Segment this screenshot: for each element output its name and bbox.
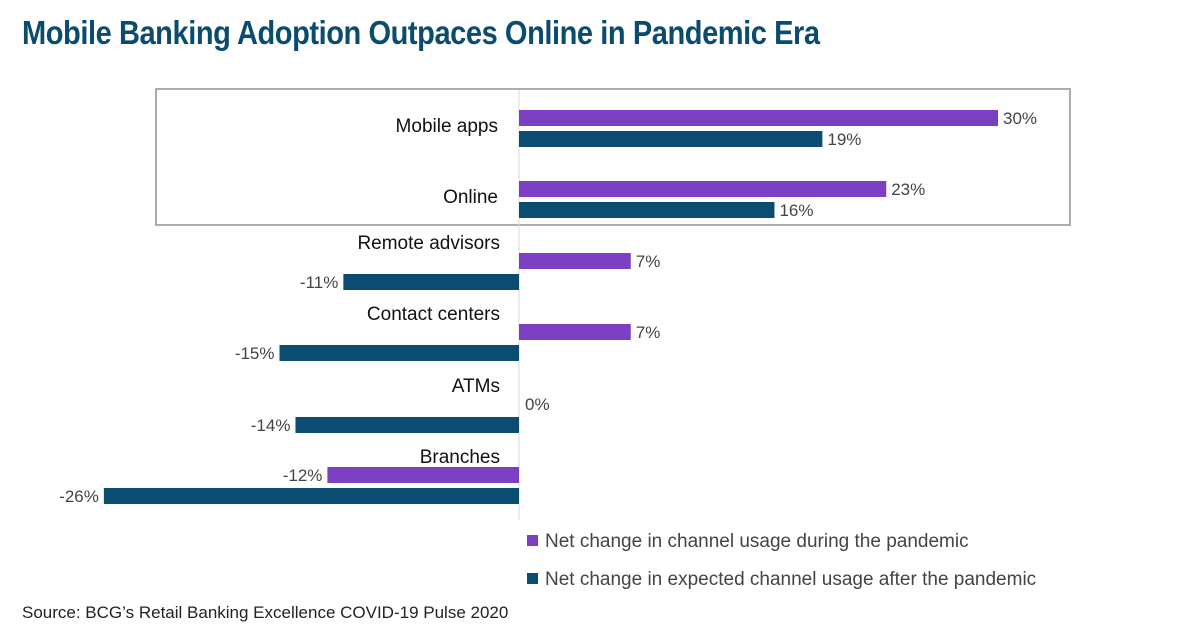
category-label-mobile-apps: Mobile apps	[396, 116, 498, 137]
bar-online-series-2	[519, 202, 775, 218]
bar-mobile-apps-series-2	[519, 131, 823, 147]
category-label-remote-advisors: Remote advisors	[357, 233, 500, 254]
value-label-contact-centers-series-1: 7%	[636, 323, 661, 342]
legend-swatch-1	[527, 535, 538, 546]
value-label-branches-series-1: -12%	[283, 466, 323, 485]
value-label-remote-advisors-series-2: -11%	[300, 273, 338, 292]
value-label-atms-series-2: -14%	[251, 416, 291, 435]
bar-contact-centers-series-2	[279, 345, 519, 361]
bar-atms-series-2	[295, 417, 519, 433]
value-label-mobile-apps-series-2: 19%	[827, 130, 861, 149]
category-label-contact-centers: Contact centers	[367, 304, 500, 325]
legend-label-1: Net change in channel usage during the p…	[545, 531, 969, 552]
category-label-atms: ATMs	[452, 376, 500, 397]
category-label-online: Online	[443, 187, 498, 208]
value-label-contact-centers-series-2: -15%	[235, 344, 275, 363]
bar-contact-centers-series-1	[519, 324, 631, 340]
legend-swatch-2	[527, 573, 538, 584]
page-title: Mobile Banking Adoption Outpaces Online …	[22, 14, 820, 51]
source-note: Source: BCG’s Retail Banking Excellence …	[22, 603, 509, 622]
value-label-remote-advisors-series-1: 7%	[636, 252, 661, 271]
legend-label-2: Net change in expected channel usage aft…	[545, 569, 1036, 590]
value-label-online-series-2: 16%	[779, 201, 813, 220]
bar-branches-series-1	[327, 467, 519, 483]
bar-remote-advisors-series-1	[519, 253, 631, 269]
value-label-atms-series-1: 0%	[525, 395, 550, 414]
category-label-branches: Branches	[420, 447, 500, 468]
highlight-box	[155, 88, 1071, 226]
bar-branches-series-2	[103, 488, 519, 504]
bar-remote-advisors-series-2	[343, 274, 519, 290]
value-label-mobile-apps-series-1: 30%	[1003, 109, 1037, 128]
value-label-online-series-1: 23%	[891, 180, 925, 199]
bar-online-series-1	[519, 181, 887, 197]
value-label-branches-series-2: -26%	[59, 487, 99, 506]
bar-mobile-apps-series-1	[519, 110, 998, 126]
